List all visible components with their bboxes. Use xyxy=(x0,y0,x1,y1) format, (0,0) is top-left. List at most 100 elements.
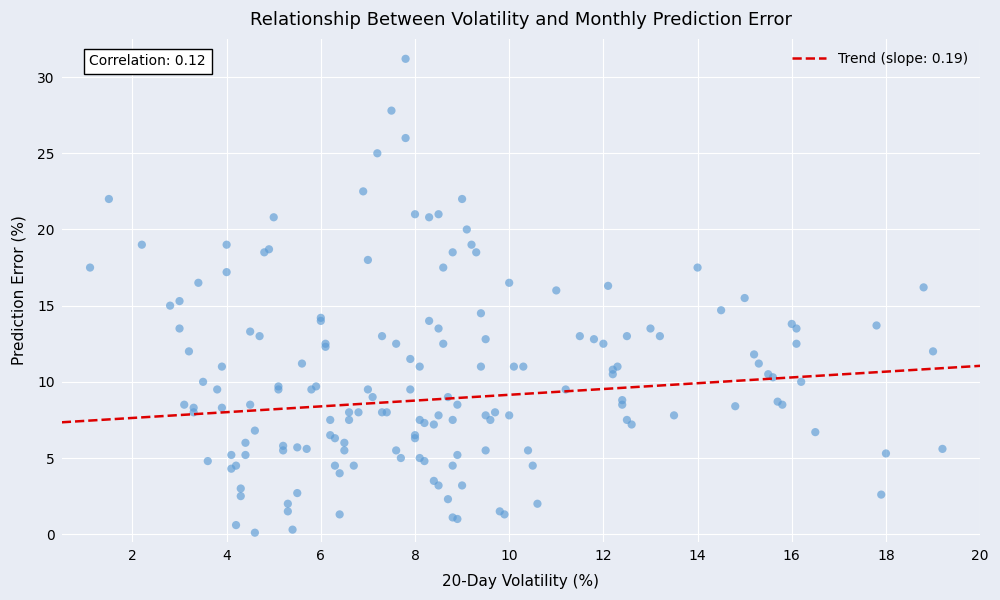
Point xyxy=(172,296,188,306)
Point xyxy=(807,427,823,437)
Point xyxy=(431,410,447,420)
Point xyxy=(445,248,461,257)
Point xyxy=(200,456,216,466)
X-axis label: 20-Day Volatility (%): 20-Day Volatility (%) xyxy=(442,574,599,589)
Point xyxy=(275,441,291,451)
Point xyxy=(341,407,357,417)
Point xyxy=(478,334,494,344)
Point xyxy=(233,484,249,493)
Point xyxy=(299,444,315,454)
Point xyxy=(360,385,376,394)
Point xyxy=(294,359,310,368)
Point xyxy=(256,248,272,257)
Point xyxy=(624,420,640,430)
Point xyxy=(426,420,442,430)
Point xyxy=(869,320,885,330)
Point xyxy=(332,509,348,519)
Point xyxy=(501,410,517,420)
Point xyxy=(350,407,366,417)
Point xyxy=(237,438,253,448)
Point xyxy=(440,392,456,402)
Point xyxy=(501,278,517,287)
Point xyxy=(242,327,258,337)
Point xyxy=(713,305,729,315)
Point xyxy=(788,339,804,349)
Point xyxy=(878,449,894,458)
Point xyxy=(388,339,404,349)
Point xyxy=(421,212,437,222)
Point xyxy=(407,433,423,443)
Point xyxy=(336,438,352,448)
Point xyxy=(435,263,451,272)
Point xyxy=(313,316,329,326)
Point xyxy=(228,520,244,530)
Point xyxy=(209,385,225,394)
Point xyxy=(445,461,461,470)
Point xyxy=(520,446,536,455)
Point xyxy=(916,283,932,292)
Point xyxy=(473,308,489,318)
Point xyxy=(261,244,277,254)
Point xyxy=(181,347,197,356)
Point xyxy=(515,362,531,371)
Point xyxy=(186,403,202,413)
Point xyxy=(873,490,889,499)
Point xyxy=(925,347,941,356)
Point xyxy=(605,370,621,379)
Point xyxy=(318,339,334,349)
Point xyxy=(478,446,494,455)
Point xyxy=(788,324,804,334)
Point xyxy=(487,407,503,417)
Point xyxy=(82,263,98,272)
Point xyxy=(101,194,117,204)
Point xyxy=(322,430,338,440)
Point xyxy=(619,415,635,425)
Point xyxy=(934,444,950,454)
Point xyxy=(435,339,451,349)
Point xyxy=(774,400,790,409)
Point xyxy=(280,506,296,516)
Point xyxy=(332,469,348,478)
Point xyxy=(214,362,230,371)
Point xyxy=(228,461,244,470)
Point xyxy=(374,407,390,417)
Point xyxy=(223,464,239,473)
Point xyxy=(478,410,494,420)
Y-axis label: Prediction Error (%): Prediction Error (%) xyxy=(11,215,26,365)
Point xyxy=(313,313,329,323)
Point xyxy=(223,450,239,460)
Point xyxy=(473,362,489,371)
Point xyxy=(289,488,305,498)
Point xyxy=(252,331,268,341)
Point xyxy=(369,148,385,158)
Point xyxy=(449,450,465,460)
Point xyxy=(285,525,301,535)
Point xyxy=(176,400,192,409)
Point xyxy=(355,187,371,196)
Point xyxy=(619,331,635,341)
Point xyxy=(614,400,630,409)
Point xyxy=(765,373,781,382)
Point xyxy=(393,453,409,463)
Point xyxy=(431,209,447,219)
Point xyxy=(327,433,343,443)
Point xyxy=(421,316,437,326)
Point xyxy=(529,499,545,509)
Point xyxy=(558,385,574,394)
Point xyxy=(760,370,776,379)
Point xyxy=(270,385,286,394)
Point xyxy=(431,481,447,490)
Point xyxy=(308,382,324,391)
Point xyxy=(412,362,428,371)
Point xyxy=(219,268,235,277)
Point xyxy=(737,293,753,303)
Point xyxy=(468,248,484,257)
Point xyxy=(454,481,470,490)
Point xyxy=(365,392,381,402)
Point xyxy=(270,382,286,391)
Point xyxy=(416,418,432,428)
Point xyxy=(327,461,343,470)
Point xyxy=(280,499,296,509)
Point xyxy=(242,400,258,409)
Point xyxy=(289,443,305,452)
